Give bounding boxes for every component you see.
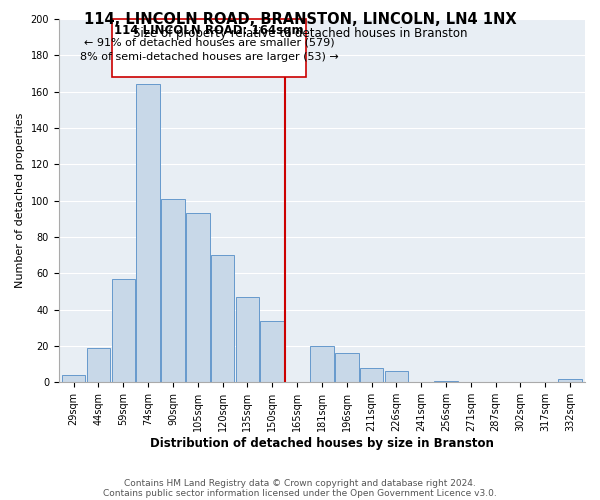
Bar bbox=[186, 214, 209, 382]
Bar bbox=[112, 19, 306, 77]
Y-axis label: Number of detached properties: Number of detached properties bbox=[15, 113, 25, 288]
Bar bbox=[385, 372, 408, 382]
Bar bbox=[260, 320, 284, 382]
Bar bbox=[62, 375, 85, 382]
Text: Contains public sector information licensed under the Open Government Licence v3: Contains public sector information licen… bbox=[103, 488, 497, 498]
Text: 114, LINCOLN ROAD, BRANSTON, LINCOLN, LN4 1NX: 114, LINCOLN ROAD, BRANSTON, LINCOLN, LN… bbox=[83, 12, 517, 28]
Bar bbox=[136, 84, 160, 382]
Bar bbox=[211, 255, 235, 382]
Text: ← 91% of detached houses are smaller (579): ← 91% of detached houses are smaller (57… bbox=[83, 37, 334, 47]
Bar bbox=[559, 378, 582, 382]
Text: 8% of semi-detached houses are larger (53) →: 8% of semi-detached houses are larger (5… bbox=[80, 52, 338, 62]
Bar bbox=[112, 279, 135, 382]
Bar bbox=[360, 368, 383, 382]
Text: Size of property relative to detached houses in Branston: Size of property relative to detached ho… bbox=[133, 28, 467, 40]
Bar bbox=[310, 346, 334, 383]
Bar bbox=[236, 297, 259, 382]
Bar bbox=[335, 354, 359, 382]
X-axis label: Distribution of detached houses by size in Branston: Distribution of detached houses by size … bbox=[150, 437, 494, 450]
Bar bbox=[161, 199, 185, 382]
Text: Contains HM Land Registry data © Crown copyright and database right 2024.: Contains HM Land Registry data © Crown c… bbox=[124, 478, 476, 488]
Text: 114 LINCOLN ROAD: 164sqm: 114 LINCOLN ROAD: 164sqm bbox=[114, 24, 304, 38]
Bar bbox=[434, 380, 458, 382]
Bar bbox=[87, 348, 110, 382]
